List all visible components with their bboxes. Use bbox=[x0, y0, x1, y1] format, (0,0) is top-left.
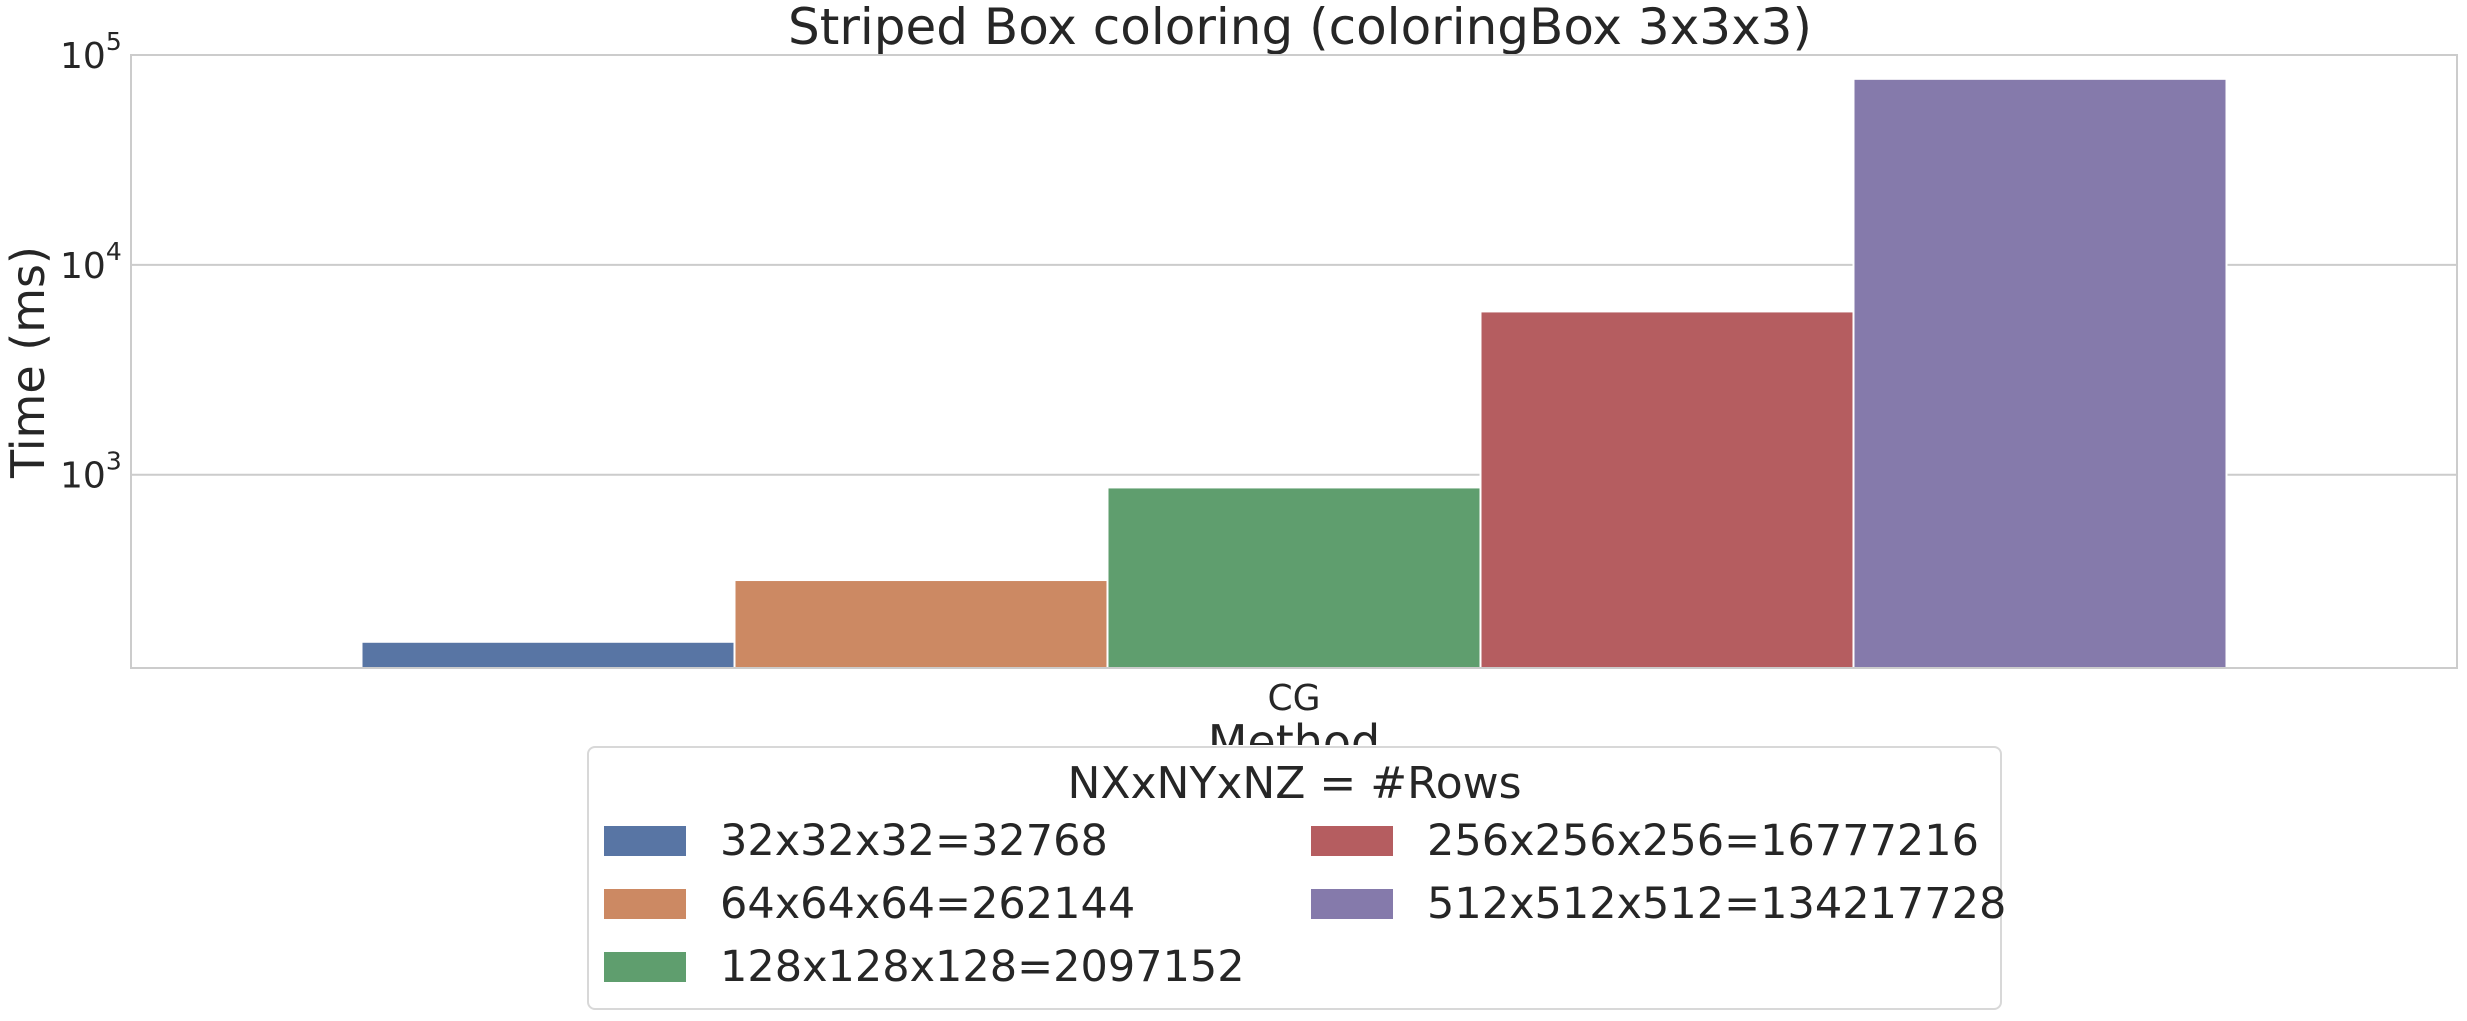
x-axis-label: Method bbox=[1208, 715, 1381, 745]
bar bbox=[733, 579, 1109, 669]
legend-item: 512x512x512=134217728 bbox=[1311, 879, 2006, 929]
legend-label: 512x512x512=134217728 bbox=[1427, 879, 2007, 929]
legend-item: 128x128x128=2097152 bbox=[604, 942, 1245, 992]
y-axis-label: Time (ms) bbox=[1, 246, 55, 479]
legend-title: NXxNYxNZ = #Rows bbox=[1067, 758, 1522, 809]
legend-label: 32x32x32=32768 bbox=[720, 816, 1108, 866]
legend: NXxNYxNZ = #Rows 32x32x32=32768 64x64x64=… bbox=[587, 746, 2006, 1010]
legend-swatch bbox=[1311, 826, 1393, 856]
legend-item: 32x32x32=32768 bbox=[604, 816, 1108, 866]
x-tick-labels: CG bbox=[1267, 678, 1320, 719]
chart-title: Striped Box coloring (coloringBox 3x3x3) bbox=[788, 0, 1812, 56]
bars bbox=[360, 77, 2228, 669]
legend-swatch bbox=[604, 889, 686, 919]
x-tick-label: CG bbox=[1267, 678, 1320, 719]
legend-swatch bbox=[604, 826, 686, 856]
chart: Striped Box coloring (coloringBox 3x3x3)… bbox=[1, 0, 2458, 745]
bar bbox=[360, 640, 736, 669]
bar bbox=[1852, 77, 2228, 669]
y-tick-label: 105 bbox=[60, 27, 122, 77]
bar bbox=[1479, 310, 1855, 669]
bar bbox=[1106, 486, 1482, 669]
plot-frame bbox=[130, 54, 2458, 669]
legend-swatch bbox=[1311, 889, 1393, 919]
legend-label: 128x128x128=2097152 bbox=[720, 942, 1245, 992]
legend-item: 64x64x64=262144 bbox=[604, 879, 1135, 929]
legend-label: 256x256x256=16777216 bbox=[1427, 816, 1980, 866]
legend-item: 256x256x256=16777216 bbox=[1311, 816, 1979, 866]
y-tick-label: 103 bbox=[60, 447, 122, 497]
y-tick-labels: 103 104 105 bbox=[60, 27, 122, 497]
legend-swatch bbox=[604, 952, 686, 982]
legend-label: 64x64x64=262144 bbox=[720, 879, 1136, 929]
y-tick-label: 104 bbox=[60, 237, 122, 287]
